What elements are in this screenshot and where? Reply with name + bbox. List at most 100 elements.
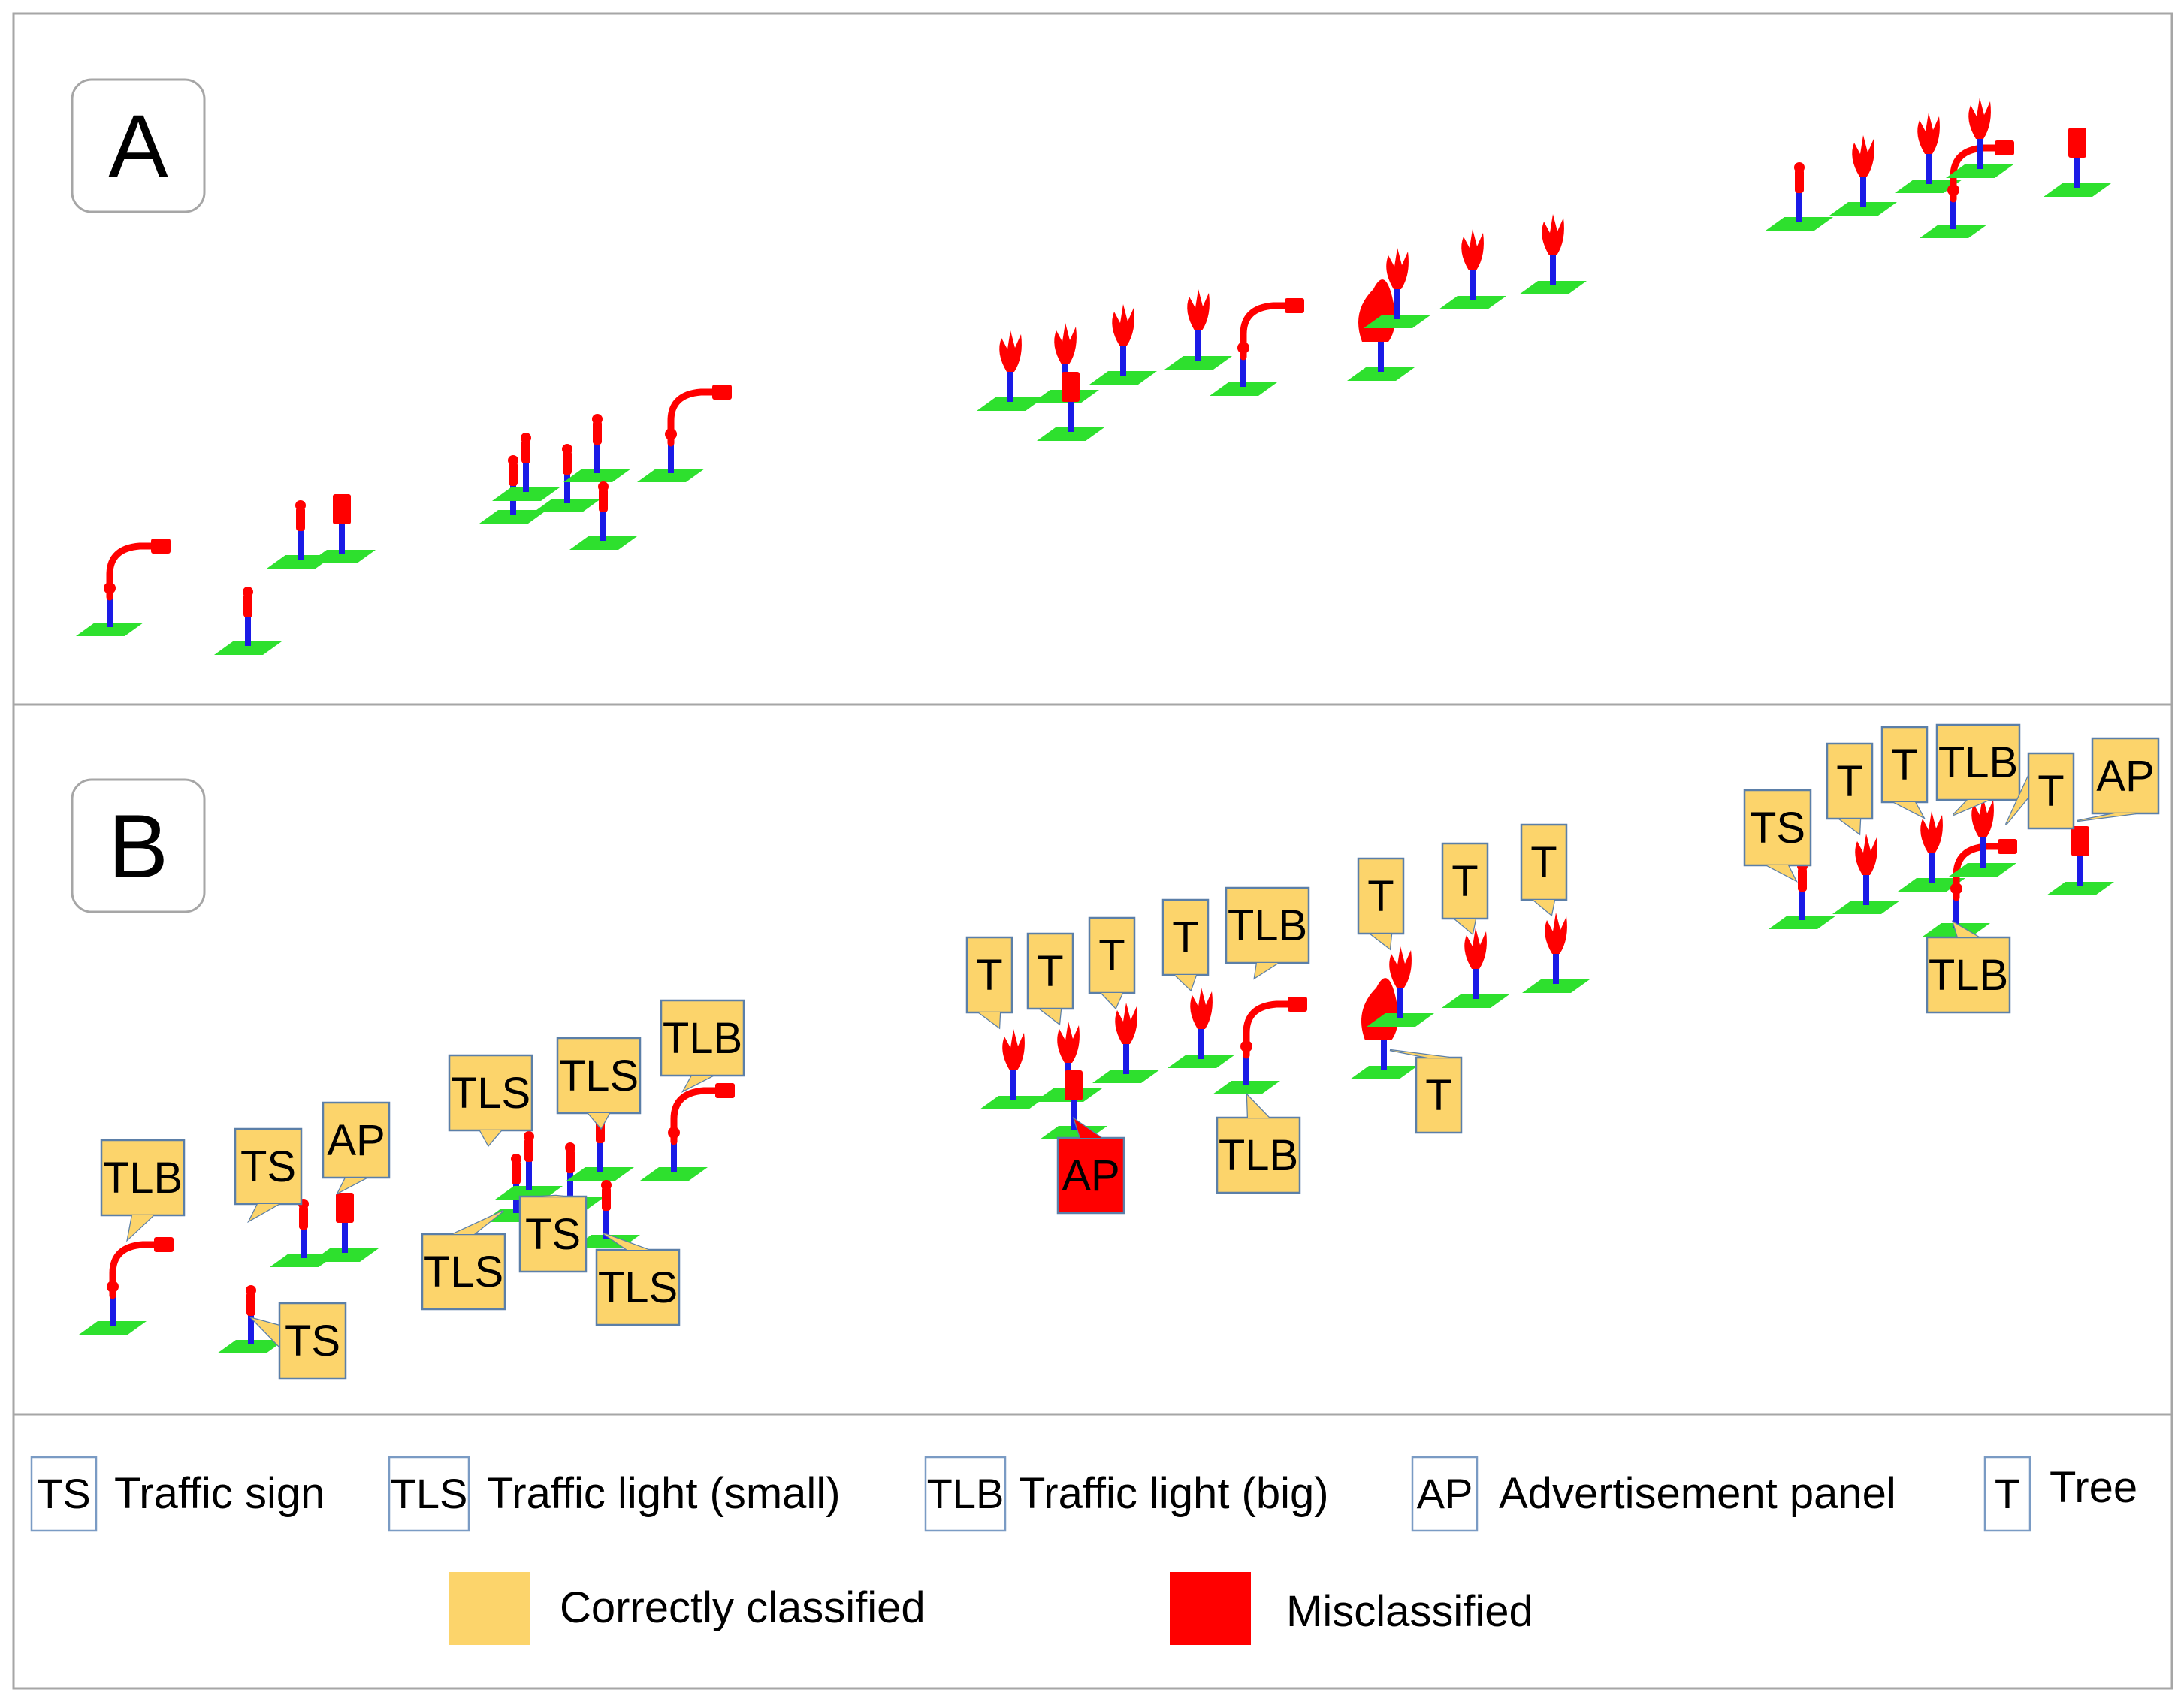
label-callout-0: TLB bbox=[100, 1139, 186, 1242]
callout-tail-fill bbox=[338, 1178, 367, 1193]
callout-box bbox=[234, 1127, 303, 1206]
tree-crown bbox=[1389, 946, 1412, 988]
tree-crown bbox=[1002, 1029, 1025, 1070]
callout-tail-fill bbox=[979, 1012, 1000, 1028]
ground-patch bbox=[1920, 225, 1987, 238]
light-top bbox=[524, 1131, 534, 1142]
panel-board bbox=[336, 1193, 354, 1223]
callout-label: TS bbox=[525, 1210, 581, 1259]
panel-a-letter-box bbox=[71, 78, 206, 213]
ground-patch bbox=[980, 1096, 1047, 1109]
panel-b-letter: B bbox=[108, 796, 168, 897]
legend-ap-name: Advertisement panel bbox=[1499, 1469, 1896, 1518]
light-arm bbox=[1240, 302, 1300, 361]
callout-label: T bbox=[2037, 767, 2064, 816]
object-ap-12 bbox=[1037, 372, 1104, 441]
light-head bbox=[602, 1187, 611, 1211]
ground-patch bbox=[1766, 217, 1833, 231]
legend-tlb-abbr: TLB bbox=[927, 1470, 1004, 1517]
tree-crown bbox=[1917, 113, 1940, 154]
label-callout-11: T bbox=[1026, 932, 1074, 1026]
panel-board bbox=[333, 494, 351, 524]
object-ap-3 bbox=[308, 494, 376, 563]
ground-patch bbox=[311, 1248, 379, 1262]
callout-box bbox=[1225, 886, 1310, 964]
tree-crown bbox=[1968, 98, 1991, 139]
object-tlb-15 bbox=[1213, 997, 1307, 1094]
legend-ts-abbr: TS bbox=[37, 1470, 91, 1517]
tree-crown bbox=[1386, 248, 1409, 289]
callout-tail-fill bbox=[1175, 975, 1196, 990]
label-callout-9: TLS bbox=[595, 1232, 681, 1326]
callout-label: TLB bbox=[1219, 1131, 1298, 1180]
ground-patch bbox=[217, 1340, 285, 1353]
ground-patch bbox=[1367, 1013, 1434, 1027]
object-t-22 bbox=[1895, 113, 1962, 193]
label-callout-22: T bbox=[1826, 742, 1874, 836]
ground-patch bbox=[1949, 863, 2016, 877]
label-callout-17: T bbox=[1357, 857, 1405, 951]
ground-patch bbox=[214, 641, 282, 655]
callout-label: TS bbox=[240, 1142, 296, 1191]
light-body bbox=[1240, 1040, 1252, 1052]
object-ap-3 bbox=[311, 1193, 379, 1262]
ground-patch bbox=[533, 499, 601, 512]
light-head bbox=[246, 1292, 255, 1316]
ground-patch bbox=[1037, 427, 1104, 441]
panel-board bbox=[2068, 128, 2086, 158]
callout-box bbox=[965, 936, 1013, 1014]
callout-tail-fill bbox=[1247, 1095, 1269, 1118]
callout-tail-fill bbox=[1370, 934, 1391, 949]
light-body bbox=[1237, 342, 1249, 354]
callout-tail-fill bbox=[684, 1076, 713, 1091]
callout-tail-fill bbox=[1953, 922, 1979, 937]
object-t-14 bbox=[1168, 988, 1235, 1068]
callout-tail-fill bbox=[1074, 1119, 1101, 1138]
light-head bbox=[509, 462, 518, 486]
object-tlb-0 bbox=[76, 539, 171, 636]
ground-patch bbox=[1442, 994, 1509, 1008]
light-head bbox=[1995, 140, 2014, 155]
callout-label: T bbox=[976, 951, 1002, 1000]
callout-tail-fill bbox=[542, 1196, 563, 1197]
light-top bbox=[246, 1285, 256, 1296]
light-head bbox=[521, 439, 530, 463]
tree-crown bbox=[1464, 928, 1487, 969]
legend-tlb-name: Traffic light (big) bbox=[1019, 1469, 1329, 1518]
callout-tail-fill bbox=[1390, 1050, 1449, 1058]
object-tlb-0 bbox=[79, 1237, 174, 1335]
callout-label: TLB bbox=[1228, 901, 1307, 950]
light-head bbox=[151, 539, 171, 554]
light-head bbox=[563, 451, 572, 475]
label-callout-20: T bbox=[1389, 1049, 1463, 1134]
object-t-21 bbox=[1832, 834, 1900, 914]
legend-misclassified-label: Misclassified bbox=[1286, 1587, 1533, 1636]
label-callout-5: TLS bbox=[556, 1037, 642, 1130]
light-head bbox=[599, 488, 608, 512]
light-top bbox=[521, 433, 531, 443]
object-t-17 bbox=[1364, 248, 1431, 328]
object-ap-25 bbox=[2047, 826, 2114, 895]
callout-label: TLB bbox=[1938, 738, 2018, 787]
callout-box bbox=[1056, 1136, 1125, 1215]
callout-box bbox=[1880, 726, 1929, 804]
tree-crown bbox=[1054, 323, 1077, 364]
label-callout-4: TLS bbox=[448, 1054, 533, 1148]
light-body bbox=[1947, 184, 1959, 196]
panel-a-frame bbox=[12, 12, 2173, 706]
callout-tail-fill bbox=[1454, 919, 1476, 934]
light-arm bbox=[1243, 1000, 1303, 1059]
label-callout-12: T bbox=[1088, 916, 1136, 1010]
legend-tls-box bbox=[388, 1456, 470, 1532]
light-top bbox=[601, 1180, 612, 1190]
callout-label: T bbox=[1367, 872, 1394, 921]
light-body bbox=[668, 1127, 680, 1139]
tree-crown bbox=[1852, 135, 1874, 177]
label-callout-26: AP bbox=[2077, 737, 2160, 822]
legend-misclassified-swatch bbox=[1170, 1572, 1251, 1645]
object-tlb-9 bbox=[637, 385, 732, 482]
object-t-21 bbox=[1829, 135, 1897, 216]
point-cloud-scene-b bbox=[79, 796, 2114, 1353]
callout-box bbox=[1415, 1056, 1463, 1134]
label-callout-10: T bbox=[965, 936, 1013, 1030]
